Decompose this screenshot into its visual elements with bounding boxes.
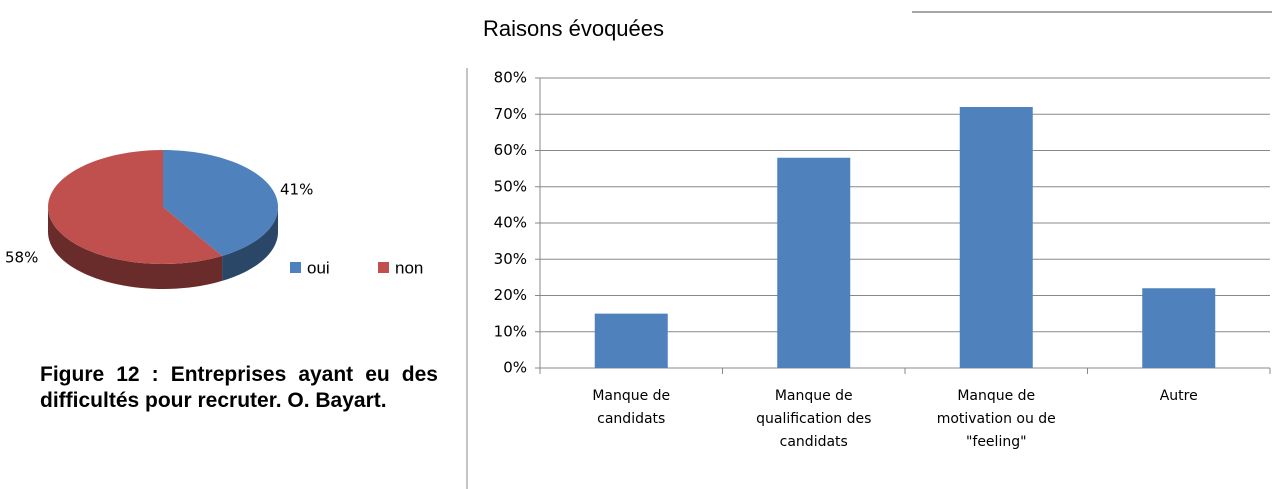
bar xyxy=(777,157,851,368)
pie-side xyxy=(48,207,223,289)
pie-side xyxy=(222,207,278,281)
x-tick-label: Autre xyxy=(1159,388,1198,404)
y-tick-label: 80% xyxy=(494,69,527,87)
bar xyxy=(959,107,1033,368)
pie-slice xyxy=(163,150,278,256)
legend-label: non xyxy=(395,258,423,277)
pie-slice xyxy=(48,150,223,264)
y-tick-label: 40% xyxy=(494,214,527,232)
legend-label: oui xyxy=(307,258,330,277)
data-label: 41% xyxy=(280,181,313,199)
bar xyxy=(594,313,668,368)
data-label: 58% xyxy=(5,249,38,267)
y-tick-label: 30% xyxy=(494,250,527,268)
y-tick-label: 0% xyxy=(503,359,527,377)
legend-swatch xyxy=(378,262,389,273)
y-tick-label: 50% xyxy=(494,177,527,195)
figure-caption: Figure 12 : Entreprises ayant eu des dif… xyxy=(40,363,438,412)
legend-swatch xyxy=(290,262,301,273)
x-tick-label: Manque de candidats xyxy=(592,388,671,427)
y-tick-label: 60% xyxy=(494,141,527,159)
chart-title: Raisons évoquées xyxy=(483,16,664,41)
y-tick-label: 70% xyxy=(494,105,527,123)
y-tick-label: 20% xyxy=(494,286,527,304)
x-tick-label: Manque de motivation ou de "feeling" xyxy=(936,388,1056,450)
y-tick-label: 10% xyxy=(494,322,527,340)
bar xyxy=(1142,288,1216,368)
x-tick-label: Manque de qualification des candidats xyxy=(756,388,872,450)
